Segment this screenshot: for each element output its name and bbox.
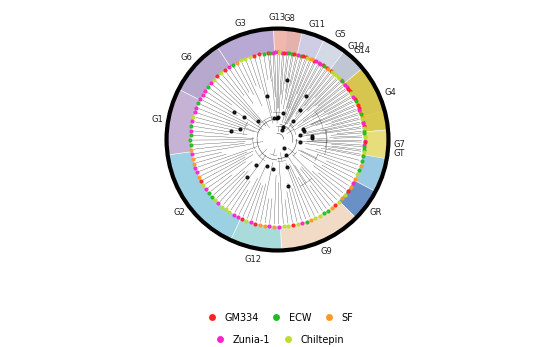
Wedge shape: [179, 46, 230, 100]
Wedge shape: [268, 28, 287, 53]
Text: G3: G3: [235, 19, 247, 28]
Legend: Zunia-1, Chiltepin: Zunia-1, Chiltepin: [211, 335, 344, 345]
Text: G1: G1: [152, 115, 163, 124]
Wedge shape: [363, 130, 388, 159]
Wedge shape: [314, 39, 344, 70]
Wedge shape: [354, 111, 388, 192]
Wedge shape: [297, 32, 324, 61]
Text: G4: G4: [385, 88, 396, 97]
Text: G6: G6: [181, 53, 193, 62]
Text: G5: G5: [335, 31, 346, 40]
Wedge shape: [231, 218, 281, 251]
Wedge shape: [344, 68, 388, 132]
Text: GR: GR: [370, 208, 382, 217]
Text: G2: G2: [174, 208, 185, 217]
Text: G10: G10: [347, 42, 365, 51]
Wedge shape: [330, 51, 362, 84]
Text: G12: G12: [245, 255, 261, 264]
Wedge shape: [280, 201, 356, 251]
Wedge shape: [217, 29, 275, 67]
Wedge shape: [166, 89, 200, 155]
Wedge shape: [274, 28, 302, 55]
Text: G8: G8: [283, 14, 295, 23]
Wedge shape: [168, 152, 241, 240]
Text: GT: GT: [393, 149, 405, 158]
Wedge shape: [339, 180, 376, 218]
Text: G11: G11: [309, 20, 326, 29]
Text: G14: G14: [353, 46, 370, 56]
Text: G9: G9: [320, 247, 332, 256]
Text: G7: G7: [393, 140, 405, 149]
Wedge shape: [285, 29, 385, 117]
Text: G13: G13: [269, 13, 286, 22]
